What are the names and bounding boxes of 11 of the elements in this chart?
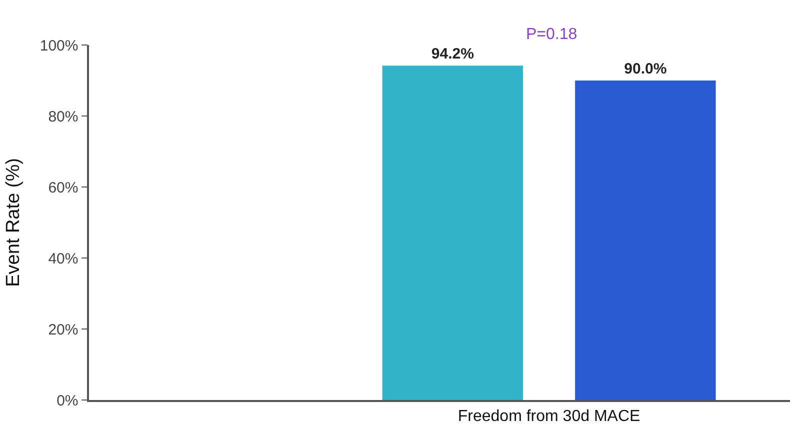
y-tick-label: 20%: [48, 321, 78, 338]
y-tick-label: 60%: [48, 179, 78, 196]
x-tick-label: Freedom from 30d MACE: [458, 408, 640, 425]
text: P=0.18: [526, 26, 578, 43]
data-label: 94.2%: [431, 46, 474, 63]
y-tick-label: 0%: [56, 392, 78, 410]
y-axis-title: Event Rate (%): [3, 158, 24, 287]
y-tick-label: 40%: [48, 250, 78, 268]
y-tick-label: 100%: [40, 37, 78, 54]
data-label: 90.0%: [624, 60, 667, 78]
y-tick-label: 80%: [48, 108, 78, 126]
